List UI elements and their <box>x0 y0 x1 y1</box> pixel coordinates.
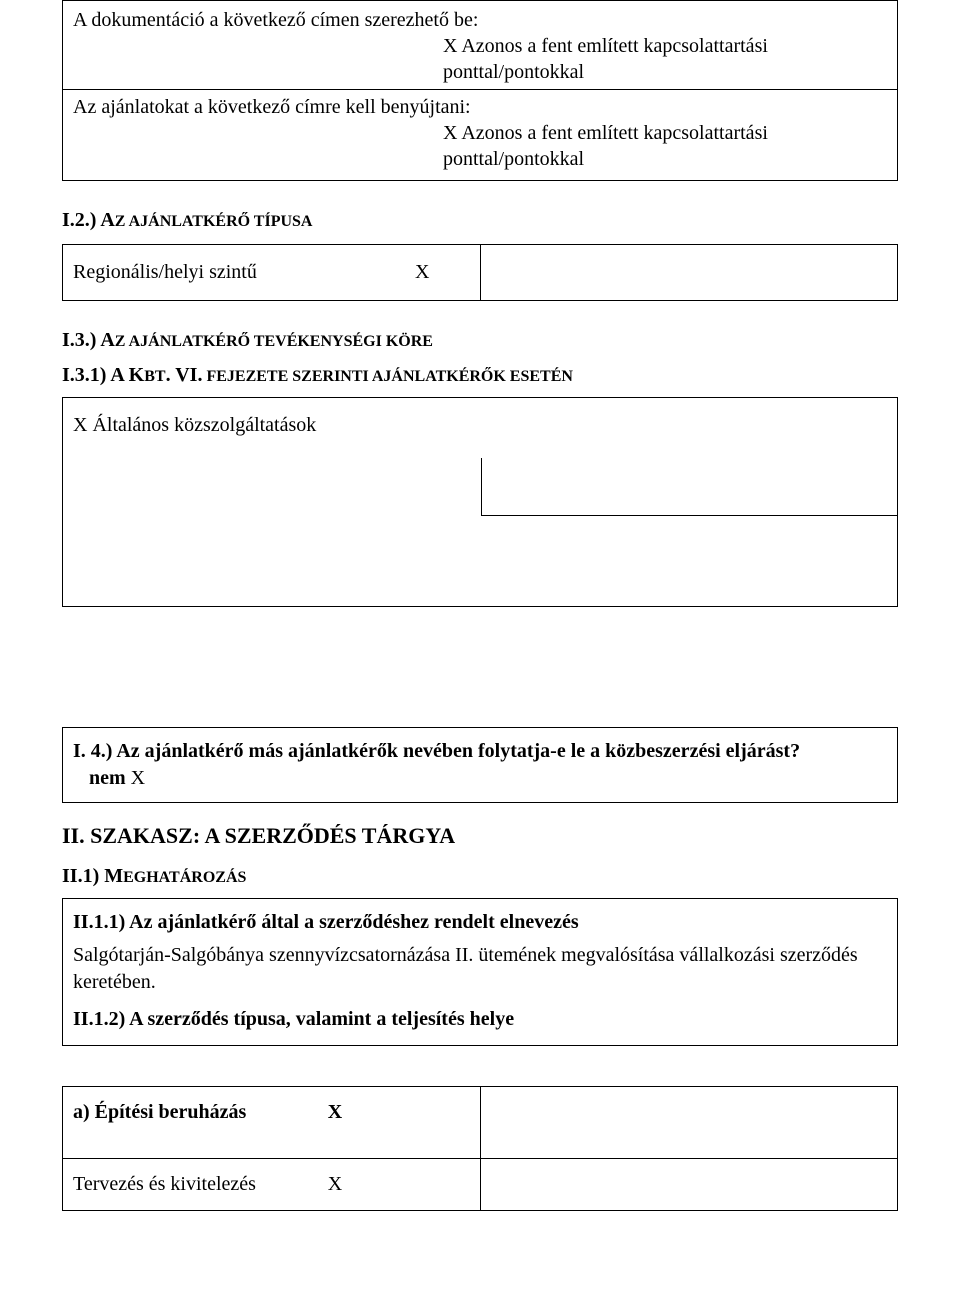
i2-mark: X <box>415 261 429 284</box>
ii12-r1-empty <box>480 1087 898 1159</box>
i4-answer-mark: X <box>126 767 145 789</box>
ii12-r2-label: Tervezés és kivitelezés X <box>63 1159 481 1211</box>
heading-i3: I.3.) AZ AJÁNLATKÉRŐ TEVÉKENYSÉGI KÖRE <box>62 329 898 352</box>
heading-i2-prefix: I.2.) A <box>62 209 115 231</box>
table-row: a) Építési beruházás X <box>63 1087 898 1159</box>
i2-cell-empty <box>480 245 898 301</box>
i2-label-text: Regionális/helyi szintű <box>73 261 410 284</box>
ii11-title: II.1.1) Az ajánlatkérő által a szerződés… <box>73 909 887 936</box>
heading-i2-rest: Z AJÁNLATKÉRŐ TÍPUSA <box>115 213 313 230</box>
i4-answer-label: nem <box>89 767 126 789</box>
ii11-body: Salgótarján-Salgóbánya szennyvízcsatorná… <box>73 942 887 996</box>
ii12-r1-mark: X <box>328 1101 342 1123</box>
i31-box-text: X Általános közszolgáltatások <box>73 414 316 437</box>
i4-question: I. 4.) Az ajánlatkérő más ajánlatkérők n… <box>73 740 800 762</box>
ii1-prefix: II.1) M <box>62 865 123 887</box>
heading-i2: I.2.) AZ AJÁNLATKÉRŐ TÍPUSA <box>62 209 898 232</box>
doc-availability-same-point: X Azonos a fent említett kapcsolattartás… <box>73 33 887 85</box>
ii12-r2-empty <box>480 1159 898 1211</box>
i31-prefix: I.3.1) A K <box>62 364 144 386</box>
ii12-r1-label: a) Építési beruházás X <box>63 1087 481 1159</box>
ii12-title: II.1.2) A szerződés típusa, valamint a t… <box>73 1006 887 1033</box>
i31-rest: FEJEZETE SZERINTI AJÁNLATKÉRŐK ESETÉN <box>202 368 572 385</box>
offer-submission-same-point: X Azonos a fent említett kapcsolattartás… <box>73 120 887 172</box>
heading-i3-prefix: I.3.) A <box>62 329 115 351</box>
vertical-gap <box>62 607 898 727</box>
i31-mid: BT <box>144 368 165 385</box>
i31-vi: . VI. <box>166 364 203 386</box>
doc-availability-line: A dokumentáció a következő címen szerezh… <box>73 7 887 33</box>
vertical-gap-2 <box>62 1046 898 1086</box>
table-row: Tervezés és kivitelezés X <box>63 1159 898 1211</box>
box-ii11: II.1.1) Az ajánlatkérő által a szerződés… <box>62 898 898 1046</box>
divider <box>63 89 897 90</box>
i2-cell-label: Regionális/helyi szintű X <box>63 245 481 301</box>
box-i31: X Általános közszolgáltatások <box>62 397 898 607</box>
table-ii12: a) Építési beruházás X Tervezés és kivit… <box>62 1086 898 1211</box>
table-i2: Regionális/helyi szintű X <box>62 244 898 301</box>
heading-ii1: II.1) MEGHATÁROZÁS <box>62 865 898 888</box>
ii12-r1-label-text: a) Építési beruházás <box>73 1101 323 1124</box>
ii1-rest: EGHATÁROZÁS <box>123 869 246 886</box>
ii12-r2-mark: X <box>328 1173 342 1195</box>
heading-i31: I.3.1) A KBT. VI. FEJEZETE SZERINTI AJÁN… <box>62 364 898 387</box>
doc-availability-box: A dokumentáció a következő címen szerezh… <box>62 0 898 181</box>
ii12-r2-label-text: Tervezés és kivitelezés <box>73 1173 323 1196</box>
i31-right-slot <box>481 458 898 516</box>
heading-i3-rest: Z AJÁNLATKÉRŐ TEVÉKENYSÉGI KÖRE <box>115 333 433 350</box>
box-i4: I. 4.) Az ajánlatkérő más ajánlatkérők n… <box>62 727 898 803</box>
offer-submission-line: Az ajánlatokat a következő címre kell be… <box>73 94 887 120</box>
section-ii-title: II. SZAKASZ: A SZERZŐDÉS TÁRGYA <box>62 823 898 849</box>
